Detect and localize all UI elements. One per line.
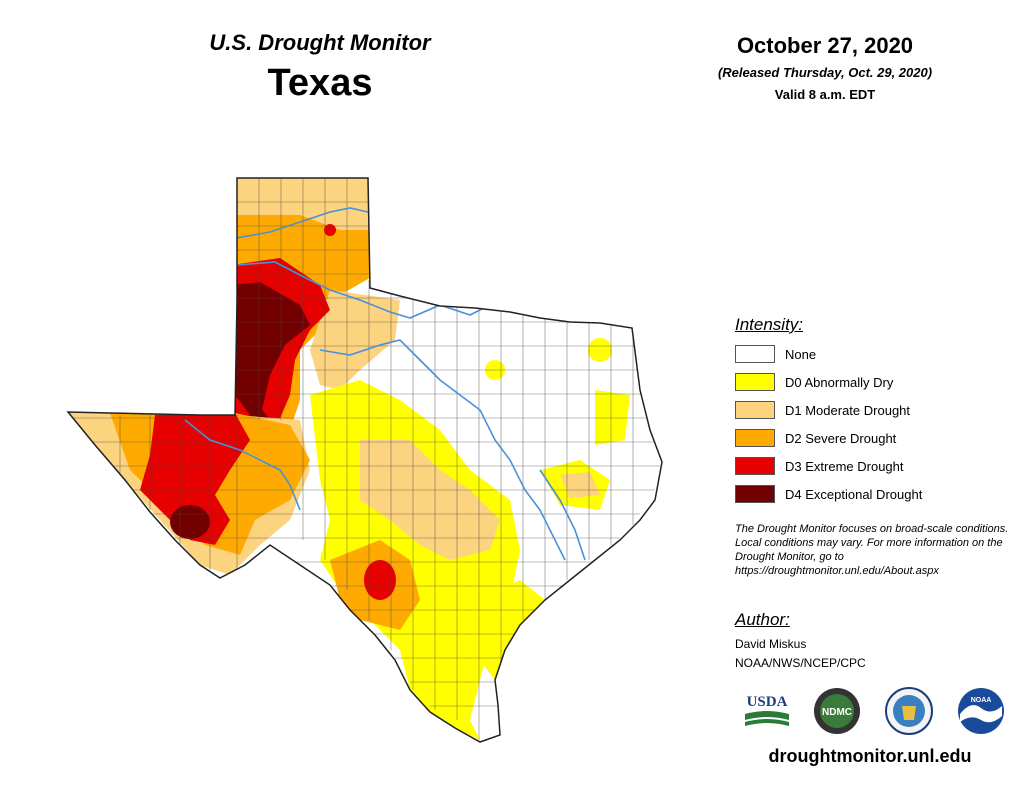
valid-time: Valid 8 a.m. EDT xyxy=(774,87,876,102)
legend-item-none: None xyxy=(735,344,816,364)
map-subtitle: U.S. Drought Monitor xyxy=(209,30,431,55)
legend-label: D3 Extreme Drought xyxy=(785,458,904,474)
legend-label: None xyxy=(785,346,817,362)
legend-label: D1 Moderate Drought xyxy=(785,402,911,418)
legend-swatch xyxy=(735,373,775,391)
legend-label: D0 Abnormally Dry xyxy=(785,374,894,390)
noaa-logo: NOAA xyxy=(958,688,1004,734)
map-title: Texas xyxy=(267,62,373,104)
ndmc-logo: NDMC xyxy=(814,688,860,734)
author-name: David Miskus xyxy=(735,637,807,651)
doc-seal-logo xyxy=(885,687,933,735)
author-heading: Author: xyxy=(735,610,790,629)
legend-swatch xyxy=(735,345,775,363)
legend-item-d4: D4 Exceptional Drought xyxy=(735,484,922,504)
usda-logo: USDA xyxy=(745,694,789,726)
legend-label: D4 Exceptional Drought xyxy=(785,486,923,502)
legend-item-d0: D0 Abnormally Dry xyxy=(735,372,893,392)
legend-label: D2 Severe Drought xyxy=(785,430,897,446)
texas-drought-map xyxy=(66,177,663,743)
legend-swatch xyxy=(735,457,775,475)
map-date: October 27, 2020 xyxy=(736,33,914,58)
legend-item-d3: D3 Extreme Drought xyxy=(735,456,904,476)
website-link[interactable]: droughtmonitor.unl.edu xyxy=(768,746,972,766)
noaa-logo-text: NOAA xyxy=(971,697,992,704)
legend-item-d2: D2 Severe Drought xyxy=(735,428,896,448)
legend-swatch xyxy=(735,485,775,503)
author-org: NOAA/NWS/NCEP/CPC xyxy=(735,656,866,670)
release-date: (Released Thursday, Oct. 29, 2020) xyxy=(717,65,933,80)
disclaimer-note: The Drought Monitor focuses on broad-sca… xyxy=(735,523,1009,577)
legend-title: Intensity: xyxy=(735,315,804,334)
ndmc-logo-text: NDMC xyxy=(822,707,852,718)
legend-item-d1: D1 Moderate Drought xyxy=(735,400,910,420)
legend-swatch xyxy=(735,401,775,419)
legend-swatch xyxy=(735,429,775,447)
usda-logo-text: USDA xyxy=(747,694,788,710)
